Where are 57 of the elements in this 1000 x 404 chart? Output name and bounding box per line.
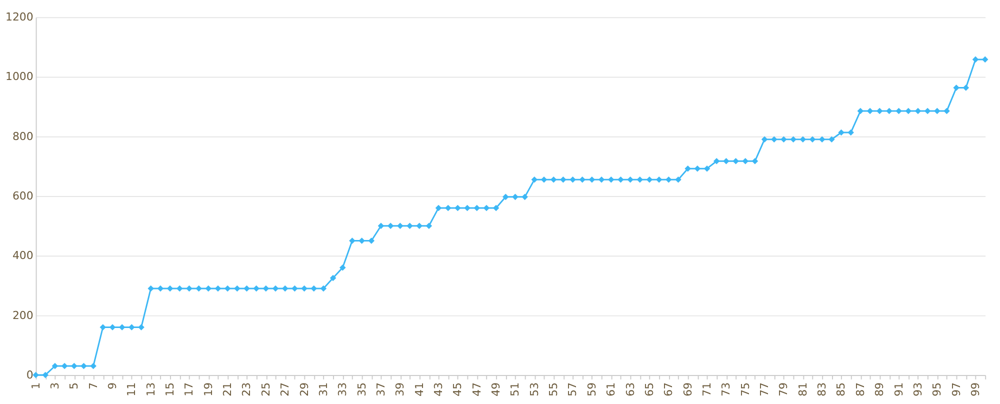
x-tick-label: 75 [738, 382, 752, 396]
y-tick-label: 400 [12, 249, 34, 262]
x-tick-label: 19 [202, 382, 215, 396]
x-tick-label: 21 [221, 382, 234, 396]
x-tick-label: 51 [508, 382, 522, 396]
x-tick-label: 41 [412, 382, 426, 396]
x-tick-label: 65 [642, 382, 656, 396]
x-tick-label: 29 [298, 382, 311, 396]
x-tick-label: 85 [834, 382, 848, 396]
x-tick-label: 99 [968, 382, 982, 396]
y-tick-label: 200 [12, 308, 34, 322]
x-tick-label: 5 [68, 382, 81, 390]
x-tick-label: 23 [240, 382, 254, 396]
x-tick-label: 61 [604, 382, 618, 396]
x-tick-label: 39 [394, 382, 407, 396]
x-tick-label: 67 [662, 382, 676, 396]
x-tick-label: 33 [336, 382, 350, 396]
x-tick-label: 27 [278, 382, 292, 396]
x-tick-label: 49 [490, 382, 503, 396]
x-tick-label: 13 [144, 382, 158, 396]
x-tick-label: 43 [432, 382, 445, 396]
x-tick-label: 69 [681, 382, 694, 396]
x-tick-label: 79 [777, 382, 790, 396]
x-tick-label: 83 [816, 382, 829, 396]
x-tick-label: 87 [854, 382, 867, 396]
x-tick-label: 11 [125, 382, 138, 396]
x-tick-label: 9 [106, 382, 119, 390]
x-tick-label: 45 [451, 382, 464, 396]
y-tick-label: 1000 [6, 70, 34, 84]
x-tick-label: 93 [911, 382, 924, 396]
x-tick-label: 3 [48, 382, 62, 390]
x-tick-label: 15 [164, 382, 177, 396]
x-tick-label: 53 [528, 382, 541, 396]
y-tick-label: 1200 [6, 10, 34, 24]
x-tick-label: 1 [29, 382, 42, 390]
x-tick-label: 59 [585, 382, 598, 396]
y-tick-label: 600 [12, 190, 34, 203]
x-tick-label: 81 [796, 382, 810, 396]
x-tick-label: 71 [700, 382, 714, 396]
x-tick-label: 31 [316, 382, 330, 396]
x-tick-label: 95 [930, 382, 944, 396]
x-tick-label: 17 [182, 382, 196, 396]
x-tick-label: 97 [950, 382, 963, 396]
y-tick-label: 800 [12, 130, 34, 143]
x-tick-label: 7 [86, 382, 100, 390]
x-tick-label: 57 [566, 382, 580, 396]
x-tick-label: 35 [355, 382, 368, 396]
x-tick-label: 73 [720, 382, 733, 396]
x-tick-label: 25 [259, 382, 272, 396]
x-tick-label: 55 [547, 382, 560, 396]
x-tick-label: 63 [624, 382, 637, 396]
x-tick-label: 89 [873, 382, 886, 396]
y-tick-label: 0 [26, 368, 34, 382]
x-tick-label: 37 [374, 382, 388, 396]
x-tick-label: 47 [470, 382, 484, 396]
x-tick-label: 77 [758, 382, 772, 396]
x-tick-label: 91 [892, 382, 906, 396]
